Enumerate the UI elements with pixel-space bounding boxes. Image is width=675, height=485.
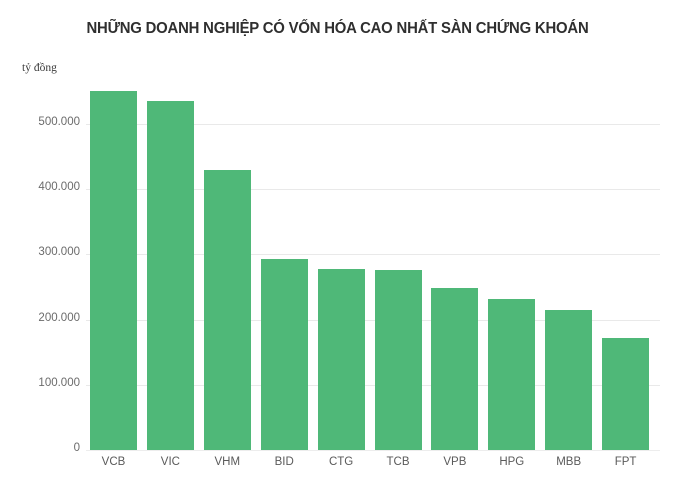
x-axis-tick-label-hpg: HPG: [499, 456, 525, 468]
x-axis-tick-label-vcb: VCB: [101, 456, 126, 468]
x-axis-tick-label-vic: VIC: [160, 456, 180, 468]
x-axis-tick-label-vpb: VPB: [443, 456, 467, 468]
bar-tcb[interactable]: [374, 270, 422, 450]
gridline: [86, 189, 660, 191]
gridline: [86, 319, 660, 321]
bar-vcb[interactable]: [90, 90, 137, 450]
y-axis: 0 100.000 200.000 300.000 400.000 500.000: [0, 0, 80, 485]
bar-hpg[interactable]: [488, 298, 536, 450]
x-axis-tick-label-vhm: VHM: [214, 456, 241, 468]
y-axis-tick-label: 0: [73, 442, 80, 454]
y-axis-tick-label: 200.000: [38, 311, 80, 324]
chart-title: NHỮNG DOANH NGHIỆP CÓ VỐN HÓA CAO NHẤT S…: [86, 20, 589, 37]
x-axis-tick-label-bid: BID: [274, 456, 294, 468]
gridline: [86, 124, 660, 125]
bar-vic[interactable]: [146, 100, 194, 450]
y-axis-tick-label: 400.000: [38, 181, 80, 194]
bar-ctg[interactable]: [317, 269, 365, 450]
bar-bid[interactable]: [260, 258, 308, 450]
gridline: [86, 450, 660, 451]
x-axis-tick-label-fpt: FPT: [614, 456, 637, 468]
bar-fpt[interactable]: [602, 337, 650, 450]
x-axis-tick-label-tcb: TCB: [386, 456, 410, 468]
gridline: [86, 384, 660, 386]
bar-mbb[interactable]: [545, 309, 593, 450]
x-axis-tick-label-mbb: MBB: [556, 456, 582, 468]
x-axis-tick-label-ctg: CTG: [328, 456, 354, 468]
bar-vhm[interactable]: [203, 170, 251, 450]
y-axis-tick-label: 100.000: [38, 376, 80, 389]
y-axis-tick-label: 500.000: [38, 116, 80, 128]
y-axis-tick-label: 300.000: [38, 246, 80, 259]
bar-vpb[interactable]: [431, 287, 479, 450]
y-axis-unit-label: tỷ đồng: [22, 62, 57, 74]
gridline: [86, 254, 660, 256]
